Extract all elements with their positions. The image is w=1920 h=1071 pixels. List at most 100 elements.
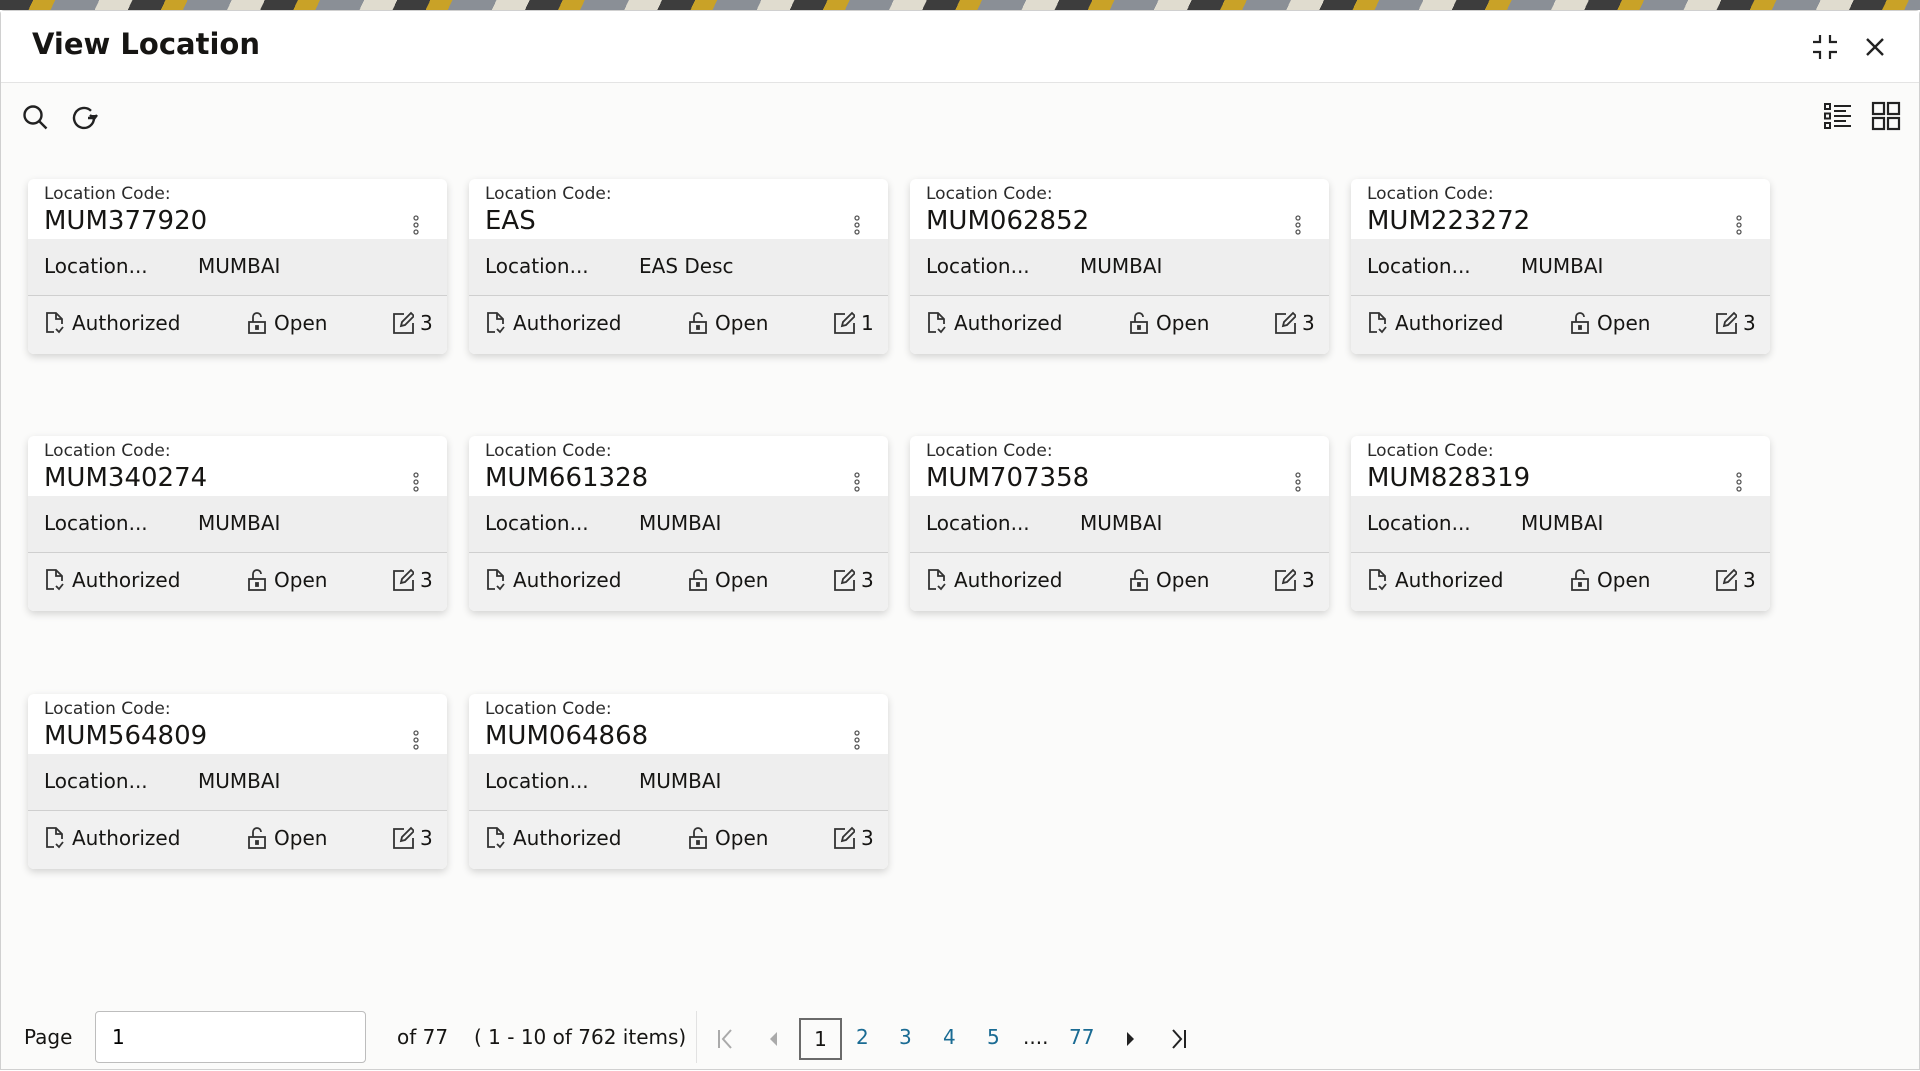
more-actions-icon[interactable] [411, 729, 421, 751]
authorization-status: Authorized [485, 826, 621, 850]
more-actions-icon[interactable] [1293, 471, 1303, 493]
more-actions-icon[interactable] [411, 214, 421, 236]
location-code-label: Location Code: [485, 184, 612, 204]
next-page-icon[interactable] [1123, 1029, 1137, 1049]
modification-count: 3 [1715, 311, 1756, 335]
card-view-icon[interactable] [1871, 101, 1901, 131]
location-description-label: Location... [485, 254, 589, 278]
edit-icon [393, 568, 414, 591]
location-code-label: Location Code: [485, 699, 612, 719]
location-description-row: Location... MUMBAI [469, 754, 888, 811]
location-code: MUM828319 [1367, 463, 1531, 493]
edit-icon [834, 311, 855, 334]
location-card[interactable]: Location Code: MUM828319 Location... MUM… [1351, 436, 1770, 611]
card-footer: Authorized Open 3 [28, 811, 447, 869]
location-description: MUMBAI [198, 511, 281, 535]
location-card[interactable]: Location Code: EAS Location... EAS Desc … [469, 179, 888, 354]
authorization-status: Authorized [1367, 568, 1503, 592]
edit-count: 3 [1743, 568, 1756, 592]
unlock-icon [248, 312, 266, 334]
edit-icon [834, 568, 855, 591]
location-description-label: Location... [926, 254, 1030, 278]
record-lock-status: Open [1128, 311, 1209, 335]
location-description-row: Location... MUMBAI [28, 239, 447, 296]
status-text: Authorized [954, 568, 1063, 592]
edit-count: 3 [420, 568, 433, 592]
lock-text: Open [1156, 568, 1210, 592]
authorized-document-icon [487, 827, 505, 849]
status-text: Authorized [513, 311, 622, 335]
minimize-icon[interactable] [1809, 31, 1841, 63]
lock-text: Open [1156, 311, 1210, 335]
more-actions-icon[interactable] [1734, 214, 1744, 236]
close-icon[interactable] [1859, 31, 1891, 63]
location-code-label: Location Code: [44, 184, 171, 204]
more-actions-icon[interactable] [1734, 471, 1744, 493]
lock-text: Open [1597, 311, 1651, 335]
more-actions-icon[interactable] [852, 214, 862, 236]
location-code: MUM062852 [926, 206, 1090, 236]
record-lock-status: Open [1569, 311, 1650, 335]
card-footer: Authorized Open 3 [28, 296, 447, 354]
lock-text: Open [274, 568, 328, 592]
page-link-last[interactable]: 77 [1069, 1025, 1095, 1049]
previous-page-icon[interactable] [767, 1029, 781, 1049]
location-card[interactable]: Location Code: MUM707358 Location... MUM… [910, 436, 1329, 611]
location-description-label: Location... [1367, 511, 1471, 535]
location-description: MUMBAI [198, 769, 281, 793]
location-description: MUMBAI [1080, 511, 1163, 535]
authorization-status: Authorized [44, 826, 180, 850]
page-number-input[interactable] [95, 1011, 366, 1063]
more-actions-icon[interactable] [852, 471, 862, 493]
edit-icon [834, 826, 855, 849]
search-icon[interactable] [21, 103, 51, 133]
location-code: MUM223272 [1367, 206, 1531, 236]
authorized-document-icon [1369, 569, 1387, 591]
lock-text: Open [715, 311, 769, 335]
card-footer: Authorized Open 3 [1351, 296, 1770, 354]
dialog-header: View Location [1, 11, 1919, 83]
card-footer: Authorized Open 3 [910, 296, 1329, 354]
location-card[interactable]: Location Code: MUM223272 Location... MUM… [1351, 179, 1770, 354]
location-card[interactable]: Location Code: MUM062852 Location... MUM… [910, 179, 1329, 354]
location-card[interactable]: Location Code: MUM064868 Location... MUM… [469, 694, 888, 869]
location-code: MUM707358 [926, 463, 1090, 493]
pager-divider [696, 1011, 697, 1063]
last-page-icon[interactable] [1167, 1027, 1189, 1051]
list-view-icon[interactable] [1823, 101, 1853, 131]
background-banner [0, 0, 1920, 10]
authorized-document-icon [928, 569, 946, 591]
location-code-label: Location Code: [44, 699, 171, 719]
modification-count: 3 [392, 826, 433, 850]
location-card[interactable]: Location Code: MUM377920 Location... MUM… [28, 179, 447, 354]
record-lock-status: Open [1128, 568, 1209, 592]
more-actions-icon[interactable] [852, 729, 862, 751]
authorization-status: Authorized [485, 311, 621, 335]
page-link-5[interactable]: 5 [987, 1025, 1000, 1049]
unlock-icon [1130, 312, 1148, 334]
location-card[interactable]: Location Code: MUM661328 Location... MUM… [469, 436, 888, 611]
current-page[interactable]: 1 [799, 1018, 842, 1060]
location-card[interactable]: Location Code: MUM340274 Location... MUM… [28, 436, 447, 611]
modification-count: 3 [1274, 568, 1315, 592]
modification-count: 3 [833, 568, 874, 592]
location-code: MUM340274 [44, 463, 208, 493]
location-code-label: Location Code: [485, 441, 612, 461]
more-actions-icon[interactable] [1293, 214, 1303, 236]
location-description: EAS Desc [639, 254, 734, 278]
location-card[interactable]: Location Code: MUM564809 Location... MUM… [28, 694, 447, 869]
authorization-status: Authorized [44, 311, 180, 335]
authorized-document-icon [928, 312, 946, 334]
location-description: MUMBAI [1080, 254, 1163, 278]
first-page-icon[interactable] [715, 1027, 737, 1051]
page-link-4[interactable]: 4 [943, 1025, 956, 1049]
unlock-icon [1130, 569, 1148, 591]
more-actions-icon[interactable] [411, 471, 421, 493]
location-code-label: Location Code: [926, 184, 1053, 204]
refresh-icon[interactable] [69, 103, 99, 133]
location-description-label: Location... [926, 511, 1030, 535]
page-link-2[interactable]: 2 [856, 1025, 869, 1049]
location-description-row: Location... MUMBAI [910, 239, 1329, 296]
lock-text: Open [715, 568, 769, 592]
page-link-3[interactable]: 3 [899, 1025, 912, 1049]
